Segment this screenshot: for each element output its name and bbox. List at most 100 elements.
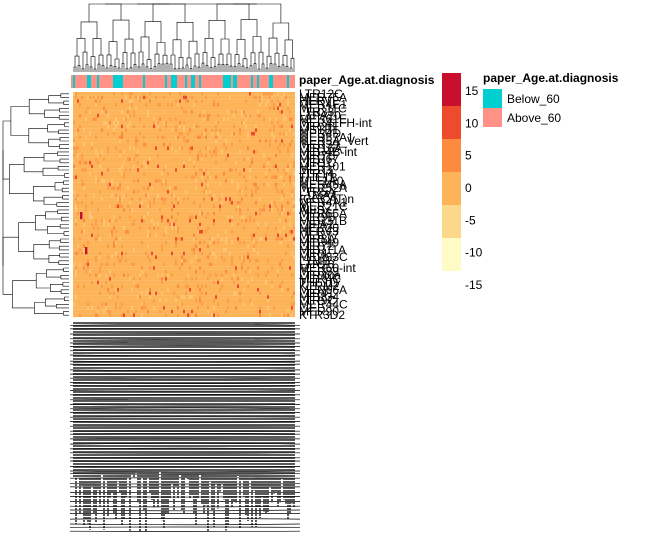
heatmap-cell	[189, 240, 192, 245]
heatmap-cell	[173, 121, 176, 125]
heatmap-cell	[143, 182, 146, 187]
heatmap-cell	[277, 121, 280, 125]
heatmap-cell	[149, 106, 152, 111]
heatmap-cell	[95, 226, 98, 230]
heatmap-cell	[221, 117, 224, 122]
heatmap-cell	[233, 168, 236, 172]
heatmap-cell	[263, 99, 266, 103]
heatmap-cell	[155, 175, 158, 180]
heatmap-cell	[103, 117, 106, 122]
heatmap-cell	[249, 193, 252, 198]
heatmap-cell	[117, 219, 120, 223]
heatmap-cell	[179, 193, 182, 198]
heatmap-cell	[145, 229, 148, 234]
heatmap-cell	[189, 110, 192, 114]
heatmap-cell	[249, 204, 252, 209]
heatmap-cell	[151, 124, 154, 129]
heatmap-cell	[193, 99, 196, 103]
heatmap-cell	[289, 131, 292, 136]
heatmap-cell	[171, 168, 174, 172]
heatmap-cell	[279, 208, 282, 212]
heatmap-cell	[259, 193, 262, 198]
heatmap-cell	[113, 179, 116, 183]
heatmap-cell	[155, 160, 158, 165]
heatmap-cell	[155, 153, 158, 158]
heatmap-cell	[233, 106, 236, 111]
heatmap-cell	[187, 182, 190, 187]
heatmap-cell	[165, 182, 168, 187]
heatmap-cell	[245, 229, 248, 234]
heatmap-cell	[213, 110, 216, 114]
heatmap-cell	[119, 121, 122, 125]
heatmap-cell	[281, 175, 284, 180]
heatmap-cell	[221, 233, 224, 238]
heatmap-cell	[115, 168, 118, 172]
heatmap-cell	[147, 124, 150, 129]
heatmap-cell	[153, 142, 156, 147]
heatmap-cell	[105, 121, 108, 125]
heatmap-cell	[163, 157, 166, 161]
heatmap-cell	[265, 157, 268, 161]
heatmap-cell	[207, 219, 210, 223]
heatmap-cell	[89, 142, 92, 147]
heatmap-cell	[261, 171, 264, 176]
heatmap-cell	[119, 233, 122, 238]
heatmap-cell	[197, 175, 200, 180]
heatmap-cell	[127, 157, 130, 161]
heatmap-cell	[109, 208, 112, 212]
heatmap-cell	[217, 226, 220, 230]
annotation-cell	[133, 75, 136, 88]
heatmap-cell	[107, 146, 110, 151]
heatmap-cell	[257, 197, 260, 201]
heatmap-cell	[169, 211, 172, 216]
heatmap-cell	[245, 142, 248, 147]
heatmap-cell	[87, 237, 90, 241]
heatmap-cell	[235, 139, 238, 143]
heatmap-cell	[149, 157, 152, 161]
heatmap-cell	[153, 113, 156, 118]
dendrogram-branch	[59, 158, 69, 164]
heatmap-cell	[223, 153, 226, 158]
heatmap-cell	[117, 102, 120, 107]
heatmap-cell	[125, 113, 128, 118]
heatmap-cell	[101, 168, 104, 172]
heatmap-cell	[125, 222, 128, 227]
heatmap-cell	[261, 164, 264, 169]
heatmap-cell	[123, 160, 126, 165]
heatmap-cell	[135, 139, 138, 143]
heatmap-cell	[131, 229, 134, 234]
heatmap-cell	[199, 179, 202, 183]
heatmap-cell	[163, 244, 166, 249]
heatmap-cell	[205, 146, 208, 151]
heatmap-cell	[89, 139, 92, 143]
heatmap-cell	[119, 208, 122, 212]
heatmap-cell	[203, 131, 206, 136]
heatmap-cell	[169, 168, 172, 172]
heatmap-cell	[137, 106, 140, 111]
heatmap-cell	[229, 139, 232, 143]
heatmap-cell	[81, 208, 84, 212]
heatmap-cell	[277, 222, 280, 227]
heatmap-cell	[205, 131, 208, 136]
heatmap-cell	[231, 157, 234, 161]
heatmap-cell	[235, 219, 238, 223]
heatmap-cell	[131, 113, 134, 118]
heatmap-cell	[189, 102, 192, 107]
heatmap-cell	[143, 113, 146, 118]
heatmap-cell	[73, 131, 76, 136]
dendrogram-branch	[201, 62, 205, 72]
heatmap-cell	[165, 121, 168, 125]
heatmap-cell	[135, 110, 138, 114]
heatmap-cell	[233, 121, 236, 125]
heatmap-cell	[107, 200, 110, 205]
heatmap-cell	[257, 179, 260, 183]
heatmap-cell	[189, 117, 192, 122]
heatmap-cell	[107, 135, 110, 140]
heatmap-cell	[171, 200, 174, 205]
heatmap-cell	[233, 200, 236, 205]
heatmap-cell	[81, 142, 84, 147]
heatmap-cell	[231, 160, 234, 165]
heatmap-cell	[273, 240, 276, 245]
heatmap-cell	[265, 229, 268, 234]
heatmap-cell	[209, 229, 212, 234]
